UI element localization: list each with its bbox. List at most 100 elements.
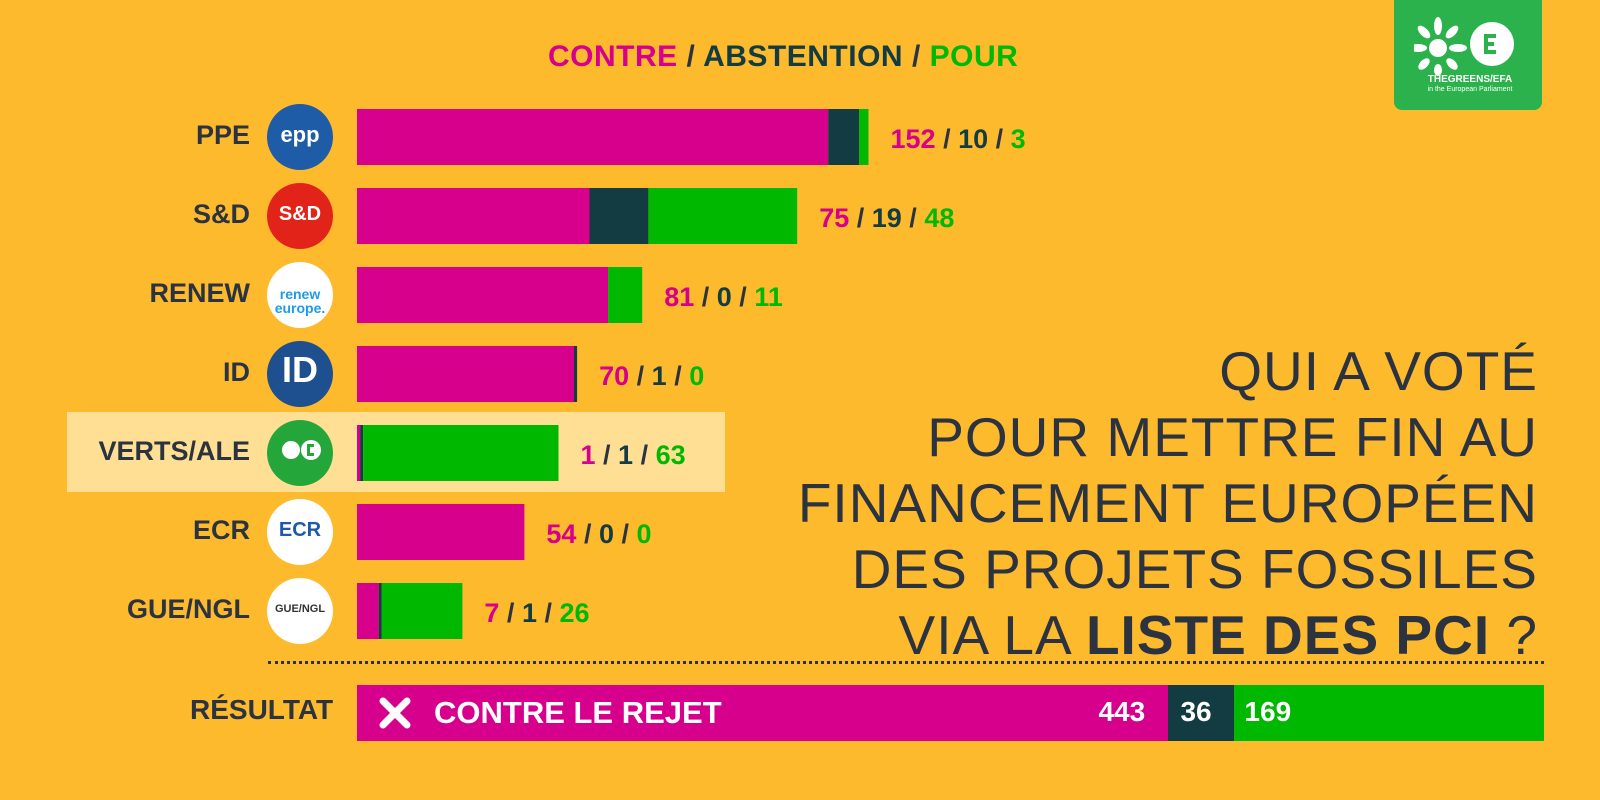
data-label-contre: 70 xyxy=(599,361,629,391)
bar-segment-abstention xyxy=(828,109,860,165)
result-segment-contre xyxy=(357,685,1169,741)
data-label-separator: / xyxy=(849,203,872,233)
badge-text: GUE/NGL xyxy=(274,603,326,616)
greens-efa-logo: THEGREENS/EFA in the European Parliament xyxy=(1394,0,1542,110)
badge-text: ID xyxy=(282,349,318,391)
greens-efa-logo-icon xyxy=(1414,17,1514,76)
data-label-separator: / xyxy=(988,124,1011,154)
bar-segment-abstention xyxy=(360,425,364,481)
dotted-divider xyxy=(268,661,1544,664)
result-segment-abstention xyxy=(1168,685,1235,741)
question-keyword: LISTE DES PCI xyxy=(1085,604,1491,666)
bar-segment-contre xyxy=(357,109,829,165)
data-label: 75 / 19 / 48 xyxy=(819,203,954,233)
badge-text: ECR xyxy=(278,519,322,541)
data-label-abstention: 10 xyxy=(958,124,988,154)
question-line: FINANCEMENT EUROPÉEN xyxy=(797,472,1538,534)
question-line: VIA LA LISTE DES PCI ? xyxy=(798,602,1538,668)
x-icon xyxy=(379,697,411,729)
data-label: 7 / 1 / 26 xyxy=(484,598,589,628)
result-value-contre: 443 xyxy=(1098,696,1146,727)
data-label: 1 / 1 / 63 xyxy=(581,440,686,470)
data-label-pour: 0 xyxy=(689,361,704,391)
question-title: QUI A VOTÉ POUR METTRE FIN AU FINANCEMEN… xyxy=(798,338,1538,668)
data-label-separator: / xyxy=(667,361,690,391)
data-label-abstention: 19 xyxy=(872,203,902,233)
question-prefix: VIA LA xyxy=(898,604,1086,666)
bar-segment-contre xyxy=(357,267,609,323)
result-bar: 443 36 169 xyxy=(357,685,1544,741)
group-label: RENEW xyxy=(149,278,251,308)
group-label: PPE xyxy=(195,120,250,150)
logo-title: THEGREENS/EFA xyxy=(1427,74,1513,85)
data-label-separator: / xyxy=(936,124,959,154)
bar-segment-pour xyxy=(608,267,643,323)
data-label: 81 / 0 / 11 xyxy=(664,282,783,312)
greens-flower-icon xyxy=(282,440,321,460)
data-label-contre: 81 xyxy=(664,282,694,312)
question-suffix: ? xyxy=(1490,604,1538,666)
data-label-contre: 75 xyxy=(819,203,849,233)
group-label: ECR xyxy=(192,515,250,545)
data-label-abstention: 0 xyxy=(717,282,732,312)
result-value-pour: 169 xyxy=(1244,696,1292,727)
greens-logo-icon xyxy=(267,420,333,486)
data-label-abstention: 0 xyxy=(599,519,614,549)
group-label: VERTS/ALE xyxy=(98,436,250,466)
data-label-contre: 7 xyxy=(484,598,499,628)
group-label: GUE/NGL xyxy=(126,594,250,624)
result-value-abstention: 36 xyxy=(1180,696,1212,727)
data-label: 152 / 10 / 3 xyxy=(891,124,1026,154)
bar-segment-pour xyxy=(363,425,559,481)
renew-logo-icon: renew europe. xyxy=(267,262,333,328)
legend-contre: CONTRE xyxy=(548,40,678,73)
data-label-contre: 54 xyxy=(546,519,576,549)
result-label: RÉSULTAT xyxy=(190,694,334,725)
data-label-separator: / xyxy=(537,598,560,628)
data-label-separator: / xyxy=(614,519,637,549)
data-label-pour: 26 xyxy=(559,598,589,628)
data-label-separator: / xyxy=(596,440,619,470)
data-label-abstention: 1 xyxy=(652,361,667,391)
bar-segment-abstention xyxy=(589,188,649,244)
legend-separator: / xyxy=(686,40,696,73)
question-line: POUR METTRE FIN AU xyxy=(927,406,1538,468)
data-label: 70 / 1 / 0 xyxy=(599,361,704,391)
data-label-pour: 11 xyxy=(754,282,783,312)
bar-segment-pour xyxy=(859,109,869,165)
legend-abstention: ABSTENTION xyxy=(703,40,904,73)
badge-text: epp xyxy=(280,121,320,147)
data-label-pour: 48 xyxy=(924,203,954,233)
data-label-pour: 63 xyxy=(656,440,686,470)
legend-separator: / xyxy=(911,40,921,73)
result-segment-pour xyxy=(1234,685,1544,741)
data-label-separator: / xyxy=(629,361,652,391)
data-label-separator: / xyxy=(694,282,717,312)
data-label-separator: / xyxy=(633,440,656,470)
question-line: DES PROJETS FOSSILES xyxy=(851,538,1538,600)
data-label-separator: / xyxy=(576,519,599,549)
group-label: ID xyxy=(223,357,250,387)
bar-segment-contre xyxy=(357,504,525,560)
data-label-pour: 0 xyxy=(637,519,652,549)
sd-logo-icon: S&D xyxy=(267,183,333,249)
bar-segment-contre xyxy=(357,425,361,481)
bar-segment-abstention xyxy=(378,583,382,639)
data-label-contre: 152 xyxy=(891,124,936,154)
chart-legend: CONTRE / ABSTENTION / POUR xyxy=(548,40,1018,74)
bar-segment-abstention xyxy=(574,346,578,402)
logo-subtitle: in the European Parliament xyxy=(1427,86,1513,93)
data-label-abstention: 1 xyxy=(522,598,537,628)
bar-segment-contre xyxy=(357,188,590,244)
bar-segment-contre xyxy=(357,346,574,402)
badge-text: S&D xyxy=(278,203,322,225)
question-line: QUI A VOTÉ xyxy=(1219,340,1538,402)
data-label-separator: / xyxy=(902,203,925,233)
data-label-pour: 3 xyxy=(1011,124,1026,154)
bar-segment-contre xyxy=(357,583,379,639)
bar-segment-pour xyxy=(648,188,798,244)
result-text: CONTRE LE REJET xyxy=(434,695,722,730)
bar-segment-pour xyxy=(381,583,463,639)
badge-text: renew europe. xyxy=(274,285,326,316)
